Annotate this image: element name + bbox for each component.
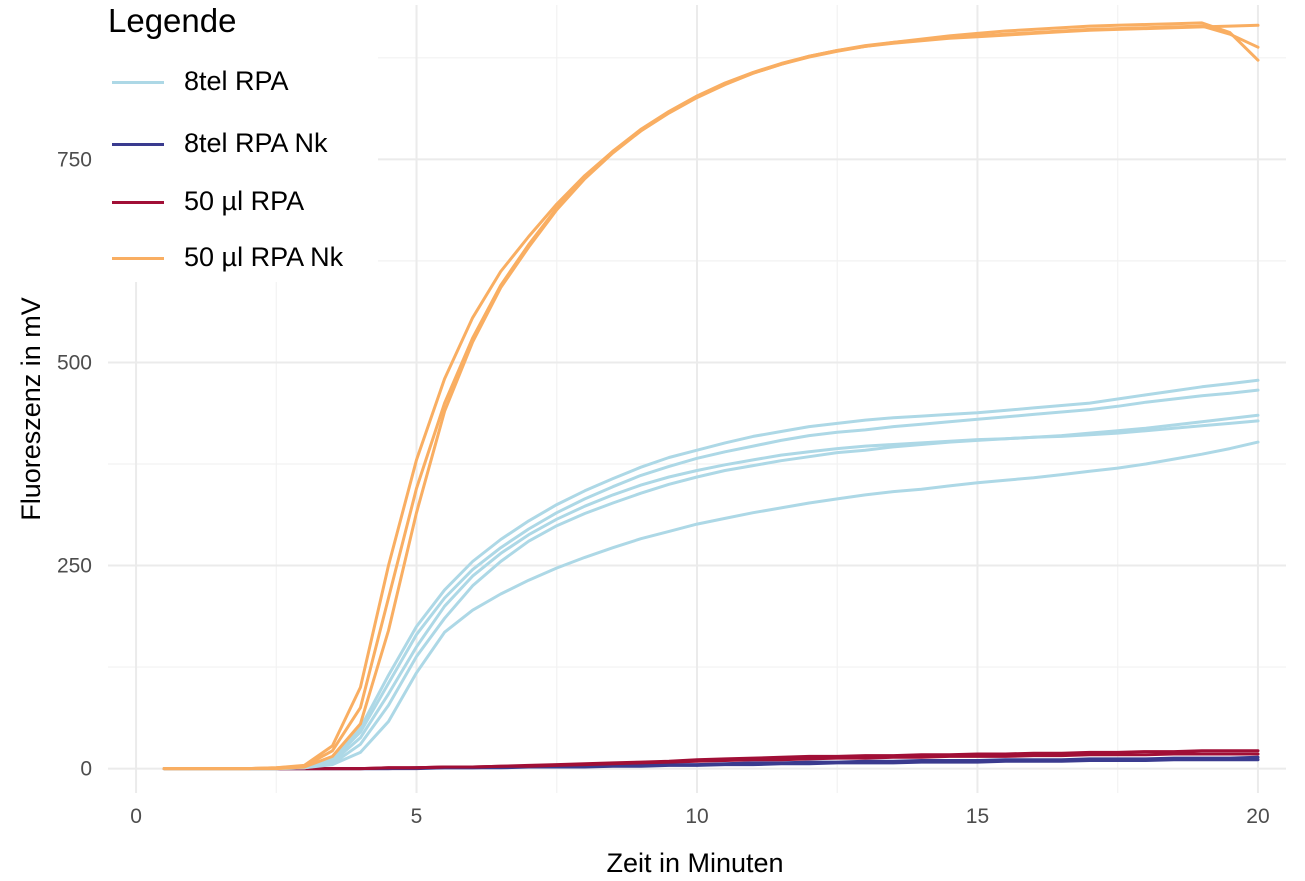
legend-title: Legende [108,2,237,39]
y-tick-label: 250 [57,555,92,578]
y-axis-title: Fluoreszenz in mV [16,297,46,521]
y-tick-label: 0 [80,758,92,781]
legend-item-50ul-rpa-nk: 50 µl RPA Nk [108,238,368,278]
y-tick-label: 500 [57,351,92,374]
legend-key-50ul-rpa [112,201,164,204]
x-tick-label: 20 [1246,805,1269,828]
x-tick-label: 0 [130,805,142,828]
legend-label: 8tel RPA [184,66,289,96]
legend-label: 8tel RPA Nk [184,128,328,158]
legend-item-8tel-rpa-nk: 8tel RPA Nk [108,124,368,164]
x-tick-label: 5 [411,805,423,828]
series-line-50-ul-rpa [162,752,1260,771]
legend-item-8tel-rpa: 8tel RPA [108,62,368,102]
legend-label: 50 µl RPA Nk [184,242,344,272]
x-tick-label: 15 [966,805,989,828]
x-axis-title: Zeit in Minuten [606,848,783,878]
legend-key-50ul-rpa-nk [112,257,164,260]
series-line-50-ul-rpa-nk [162,21,1260,771]
series-line-8tel-rpa [162,388,1260,771]
x-tick-label: 10 [685,805,708,828]
tick-labels: 0 5 10 15 20 0 250 500 750 [57,148,1270,828]
series-lines [162,21,1260,771]
legend-label: 50 µl RPA [184,186,305,216]
series-line-8tel-rpa [162,419,1260,771]
series-line-8tel-rpa [162,378,1260,771]
series-line-8tel-rpa [162,440,1260,771]
legend-key-8tel-rpa [112,81,164,84]
legend: Legende 8tel RPA 8tel RPA Nk 50 µl RPA 5… [108,0,378,282]
grid [108,5,1286,793]
y-tick-label: 750 [57,148,92,171]
series-line-8tel-rpa [162,413,1260,771]
legend-item-50ul-rpa: 50 µl RPA [108,182,368,222]
legend-key-8tel-rpa-nk [112,143,164,146]
